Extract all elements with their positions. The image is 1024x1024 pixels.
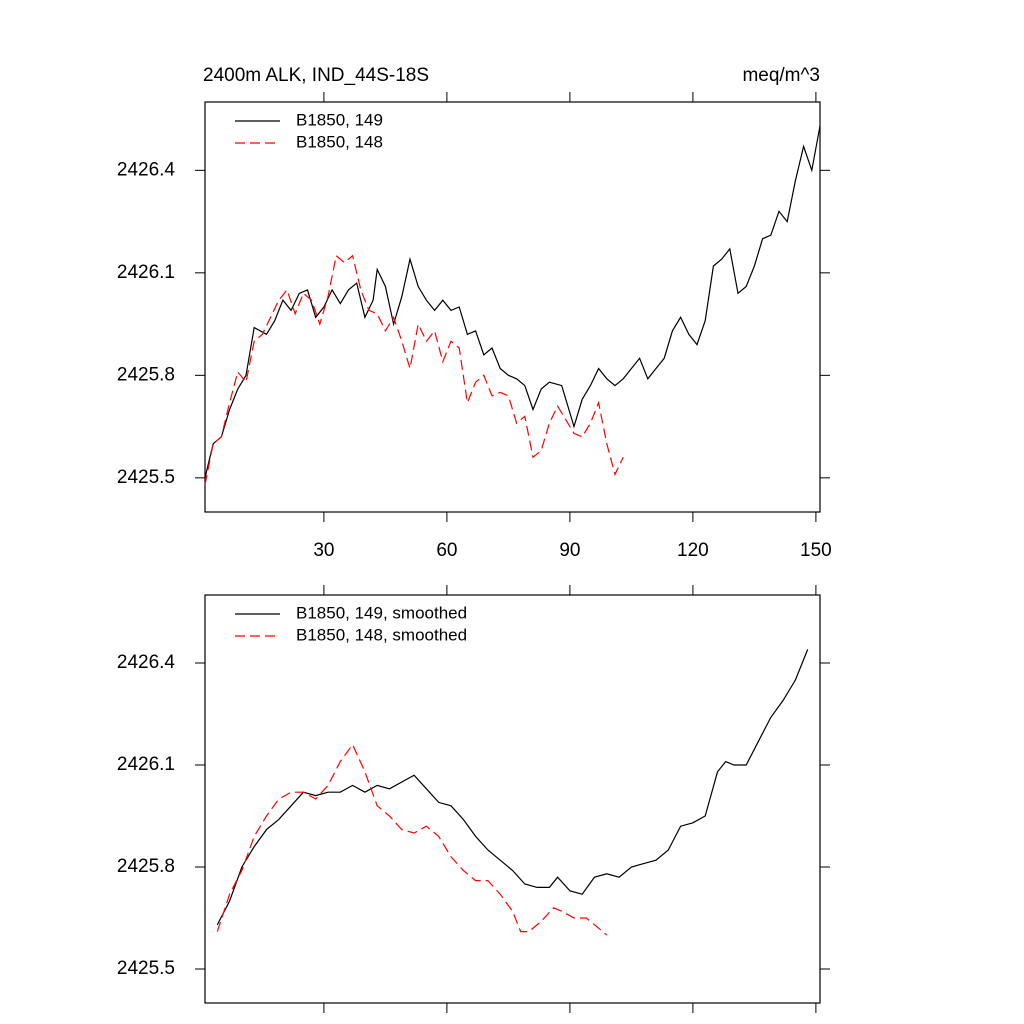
plot-frame	[204, 594, 821, 1004]
plot-frame	[204, 101, 821, 513]
y-tick-label: 2426.4	[117, 652, 176, 673]
units-label: meq/m^3	[742, 65, 820, 86]
series-line	[204, 125, 821, 478]
y-tick-label: 2425.5	[117, 958, 175, 979]
y-tick-label: 2425.8	[117, 364, 175, 385]
x-tick-label: 90	[559, 540, 580, 561]
x-tick-label: 120	[677, 540, 709, 561]
y-tick-label: 2426.4	[117, 159, 176, 180]
y-tick-label: 2426.1	[117, 262, 175, 283]
y-tick-label: 2425.8	[117, 856, 175, 877]
legend-label: B1850, 149, smoothed	[296, 603, 467, 622]
series-line	[216, 649, 809, 926]
y-tick-label: 2426.1	[117, 754, 175, 775]
legend-label: B1850, 148	[296, 132, 383, 151]
series-line	[216, 743, 608, 936]
series-line	[204, 254, 624, 485]
x-tick-label: 30	[313, 540, 334, 561]
legend-label: B1850, 149	[296, 110, 383, 129]
x-tick-label: 60	[436, 540, 457, 561]
legend-label: B1850, 148, smoothed	[296, 625, 467, 644]
chart-title: 2400m ALK, IND_44S-18S	[203, 65, 429, 86]
y-tick-label: 2425.5	[117, 467, 175, 488]
x-tick-label: 150	[800, 540, 832, 561]
